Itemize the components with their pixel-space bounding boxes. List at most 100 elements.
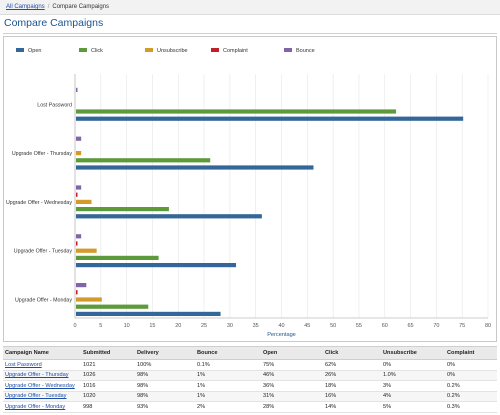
category-label: Upgrade Offer - Tuesday — [14, 249, 73, 255]
complaint-cell: 0.2% — [445, 380, 497, 392]
complaint-cell: 0% — [445, 359, 497, 371]
campaign-link[interactable]: Upgrade Offer - Wednesday — [5, 382, 75, 389]
column-header-click[interactable]: Click — [323, 346, 381, 360]
legend-label: Bounce — [296, 48, 315, 54]
delivery-cell: 98% — [135, 370, 195, 381]
bar-click-upgrade-offer-thursday — [76, 158, 211, 163]
x-tick-label: 40 — [278, 323, 284, 329]
bounce-cell: 1% — [195, 380, 261, 392]
bar-bounce-lost-password — [76, 87, 78, 92]
campaign-name-cell: Upgrade Offer - Wednesday — [3, 380, 81, 392]
column-header-submitted[interactable]: Submitted — [81, 346, 135, 360]
unsubscribe-cell: 3% — [381, 380, 445, 392]
click-cell: 18% — [323, 380, 381, 392]
complaint-cell: 0.3% — [445, 401, 497, 413]
x-tick-label: 45 — [304, 323, 310, 329]
table-row: Lost Password 1021 100% 0.1% 75% 62% 0% … — [3, 359, 497, 371]
legend-swatch-open — [16, 47, 24, 52]
bounce-cell: 2% — [195, 401, 261, 413]
bar-complaint-upgrade-offer-wednesday — [76, 192, 78, 197]
x-axis-title: Percentage — [267, 332, 296, 338]
legend-item-complaint[interactable]: Complaint — [211, 47, 248, 54]
column-header-delivery[interactable]: Delivery — [135, 346, 195, 360]
breadcrumb-current: Compare Campaigns — [52, 4, 110, 10]
title-divider — [3, 33, 497, 34]
x-tick-label: 50 — [330, 323, 336, 329]
category-label: Upgrade Offer - Thursday — [12, 151, 73, 157]
campaign-name-cell: Upgrade Offer - Thursday — [3, 370, 81, 381]
breadcrumb-separator: / — [47, 4, 50, 10]
campaign-link[interactable]: Upgrade Offer - Thursday — [5, 372, 69, 379]
x-tick-label: 55 — [356, 323, 362, 329]
x-tick-label: 15 — [149, 323, 155, 329]
unsubscribe-cell: 4% — [381, 391, 445, 402]
campaign-name-cell: Lost Password — [3, 359, 81, 371]
column-header-open[interactable]: Open — [261, 346, 323, 360]
bar-unsubscribe-upgrade-offer-thursday — [76, 151, 82, 156]
legend-swatch-complaint — [211, 47, 219, 52]
bar-open-lost-password — [76, 116, 464, 121]
column-header-unsubscribe[interactable]: Unsubscribe — [381, 346, 445, 360]
campaign-link[interactable]: Lost Password — [5, 361, 42, 368]
campaign-link[interactable]: Upgrade Offer - Monday — [5, 403, 66, 410]
unsubscribe-cell: 0% — [381, 359, 445, 371]
table-row: Upgrade Offer - Monday 998 93% 2% 28% 14… — [3, 401, 497, 413]
campaign-summary-table: Campaign Name Submitted Delivery Bounce … — [3, 346, 497, 413]
x-tick-label: 5 — [99, 323, 102, 329]
comparison-bar-chart: 0 5 10 15 20 25 30 35 40 45 50 55 60 65 70 75 80 Percenta… — [6, 74, 491, 338]
legend-item-bounce[interactable]: Bounce — [284, 47, 315, 54]
table-header-row: Campaign Name Submitted Delivery Bounce … — [3, 346, 497, 360]
delivery-cell: 100% — [135, 359, 195, 371]
bar-unsubscribe-upgrade-offer-wednesday — [76, 199, 92, 204]
submitted-cell: 998 — [81, 401, 135, 413]
bounce-cell: 0.1% — [195, 359, 261, 371]
x-tick-label: 20 — [175, 323, 181, 329]
click-cell: 62% — [323, 359, 381, 371]
x-tick-label: 70 — [433, 323, 439, 329]
bar-open-upgrade-offer-thursday — [76, 165, 314, 170]
table-row: Upgrade Offer - Wednesday 1016 98% 1% 36… — [3, 380, 497, 392]
bar-complaint-upgrade-offer-tuesday — [76, 241, 78, 246]
bar-click-upgrade-offer-monday — [76, 304, 149, 309]
legend-swatch-click — [79, 47, 87, 52]
open-cell: 75% — [261, 359, 323, 371]
unsubscribe-cell: 5% — [381, 401, 445, 413]
campaign-link[interactable]: Upgrade Offer - Tuesday — [5, 393, 67, 400]
legend-label: Click — [91, 48, 103, 54]
legend-item-unsubscribe[interactable]: Unsubscribe — [145, 47, 188, 54]
bar-bounce-upgrade-offer-thursday — [76, 136, 82, 141]
bar-click-upgrade-offer-tuesday — [76, 255, 159, 260]
bounce-cell: 1% — [195, 370, 261, 381]
x-tick-label: 75 — [459, 323, 465, 329]
legend-item-open[interactable]: Open — [16, 47, 41, 54]
bar-click-upgrade-offer-wednesday — [76, 207, 169, 212]
submitted-cell: 1021 — [81, 359, 135, 371]
column-header-complaint[interactable]: Complaint — [445, 346, 497, 360]
campaign-name-cell: Upgrade Offer - Monday — [3, 401, 81, 413]
delivery-cell: 98% — [135, 391, 195, 402]
bar-bounce-upgrade-offer-monday — [76, 283, 87, 288]
open-cell: 31% — [261, 391, 323, 402]
category-label: Upgrade Offer - Monday — [15, 298, 72, 304]
column-header-bounce[interactable]: Bounce — [195, 346, 261, 360]
complaint-cell: 0.2% — [445, 391, 497, 402]
table-row: Upgrade Offer - Tuesday 1020 98% 1% 31% … — [3, 391, 497, 402]
x-tick-label: 60 — [382, 323, 388, 329]
column-header-campaign-name[interactable]: Campaign Name — [3, 346, 81, 360]
legend-label: Complaint — [223, 48, 248, 54]
breadcrumb-all-campaigns-link[interactable]: All Campaigns — [6, 4, 45, 10]
legend-item-click[interactable]: Click — [79, 47, 103, 54]
breadcrumb: All Campaigns / Compare Campaigns — [0, 0, 500, 15]
click-cell: 14% — [323, 401, 381, 413]
bar-click-lost-password — [76, 109, 397, 114]
x-tick-label: 0 — [73, 323, 76, 329]
page-title: Compare Campaigns — [4, 17, 104, 29]
bar-unsubscribe-upgrade-offer-tuesday — [76, 248, 97, 253]
comparison-chart-panel: Open Click Unsubscribe Complaint Bounce 0 5 10… — [3, 36, 497, 342]
x-tick-label: 35 — [253, 323, 259, 329]
x-tick-label: 25 — [201, 323, 207, 329]
bar-open-upgrade-offer-wednesday — [76, 214, 262, 219]
x-tick-label: 10 — [124, 323, 130, 329]
table-row: Upgrade Offer - Thursday 1026 98% 1% 46%… — [3, 370, 497, 381]
bar-open-upgrade-offer-monday — [76, 311, 221, 316]
